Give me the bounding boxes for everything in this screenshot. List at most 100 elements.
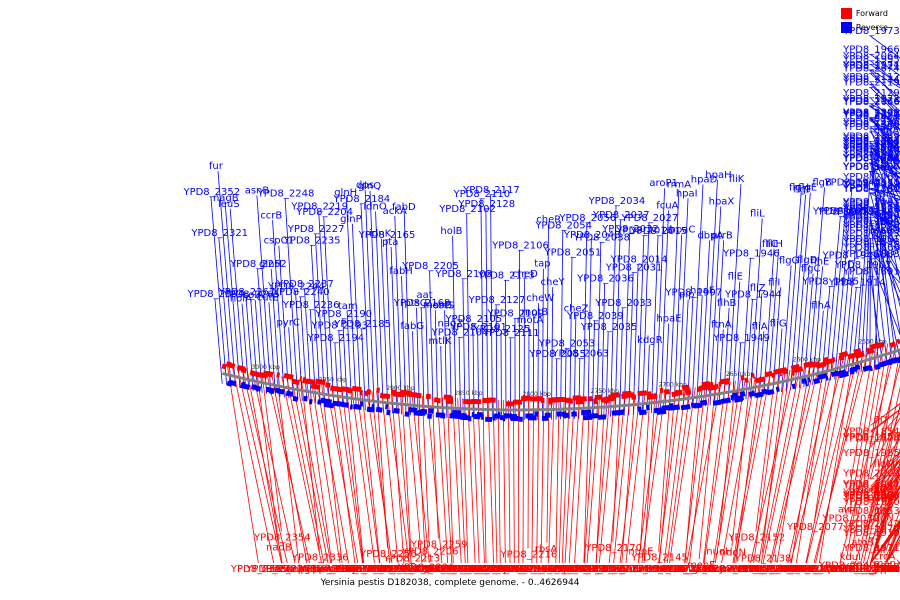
forward-gene-label[interactable]: YPD8_2086 bbox=[735, 564, 793, 575]
reverse-feature[interactable] bbox=[849, 366, 858, 373]
forward-feature[interactable] bbox=[310, 383, 321, 390]
forward-gene-label[interactable]: YPD8_2212 bbox=[546, 564, 604, 575]
forward-gene-label[interactable]: YPD8_1856 bbox=[842, 564, 900, 575]
reverse-gene-label[interactable]: YPD8_1903 bbox=[842, 228, 900, 239]
forward-feature[interactable] bbox=[611, 392, 621, 399]
forward-gene-label[interactable]: tnpA bbox=[874, 564, 898, 575]
forward-feature[interactable] bbox=[360, 390, 363, 396]
forward-gene-label[interactable]: nuoE bbox=[628, 547, 653, 558]
forward-feature[interactable] bbox=[513, 399, 522, 405]
forward-gene-label[interactable]: fliM bbox=[874, 564, 892, 575]
forward-gene-label[interactable]: YPD8_2382 bbox=[245, 564, 303, 575]
forward-feature[interactable] bbox=[659, 387, 664, 394]
forward-feature[interactable] bbox=[276, 372, 281, 378]
forward-gene-label[interactable]: celC bbox=[330, 564, 351, 575]
reverse-gene-label[interactable]: fliK bbox=[729, 174, 745, 185]
reverse-gene-label[interactable]: YPD8_2236 bbox=[282, 300, 340, 311]
forward-gene-label[interactable]: fliI bbox=[874, 545, 886, 556]
forward-gene-label[interactable]: crcA bbox=[874, 552, 896, 563]
reverse-gene-label[interactable]: YPD8_2119 bbox=[842, 78, 900, 89]
forward-gene-label[interactable]: YPD8_2144 bbox=[631, 564, 689, 575]
forward-gene-label[interactable]: rbsK2 bbox=[495, 564, 524, 575]
reverse-gene-label[interactable]: nagA bbox=[874, 125, 900, 136]
forward-gene-label[interactable]: menF bbox=[646, 564, 674, 575]
forward-feature[interactable] bbox=[488, 397, 496, 403]
reverse-gene-label[interactable]: YPD8_2110 bbox=[452, 189, 510, 200]
forward-gene-label[interactable]: YPD8_2011 bbox=[842, 564, 900, 575]
forward-gene-label[interactable]: YPD8_1924 bbox=[842, 564, 900, 575]
reverse-gene-label[interactable]: YPD8_2071 bbox=[842, 178, 900, 189]
reverse-gene-label[interactable]: aat bbox=[417, 290, 433, 301]
reverse-gene-label[interactable]: YPD8_2015 bbox=[630, 226, 688, 237]
forward-gene-label[interactable]: YPD8_2210 bbox=[513, 564, 571, 575]
forward-feature[interactable] bbox=[540, 397, 545, 403]
forward-feature[interactable] bbox=[351, 385, 362, 393]
forward-gene-label[interactable]: YPD8_2224 bbox=[559, 564, 617, 575]
reverse-gene-label[interactable]: YPD8_2204 bbox=[295, 207, 353, 218]
reverse-gene-label[interactable]: YPD8_1879 bbox=[842, 220, 900, 231]
forward-gene-label[interactable]: nuoI bbox=[703, 564, 725, 575]
reverse-gene-label[interactable]: uvrY bbox=[874, 137, 897, 148]
forward-gene-label[interactable]: YPD8_2153 bbox=[725, 564, 783, 575]
reverse-gene-label[interactable]: YPD8_1965 bbox=[801, 276, 859, 287]
forward-feature[interactable] bbox=[676, 389, 683, 396]
forward-gene-label[interactable]: fliD bbox=[874, 564, 891, 575]
forward-feature[interactable] bbox=[793, 366, 804, 373]
forward-feature[interactable] bbox=[770, 372, 775, 379]
forward-gene-label[interactable]: YPD8_2220 bbox=[439, 564, 497, 575]
forward-feature[interactable] bbox=[341, 386, 350, 393]
forward-gene-label[interactable]: YPD8_2020 bbox=[835, 564, 893, 575]
forward-gene-label[interactable]: fliG bbox=[874, 490, 891, 501]
reverse-gene-label[interactable]: tam bbox=[338, 301, 358, 312]
reverse-gene-label[interactable]: YPD8_2076 bbox=[842, 137, 900, 148]
forward-gene-label[interactable]: yntA bbox=[351, 564, 374, 575]
forward-gene-label[interactable]: YPD8_2232 bbox=[541, 564, 599, 575]
forward-feature[interactable] bbox=[854, 351, 865, 359]
reverse-feature[interactable] bbox=[269, 388, 275, 395]
reverse-feature[interactable] bbox=[855, 364, 861, 371]
forward-gene-label[interactable]: nuoH bbox=[706, 546, 732, 557]
forward-feature[interactable] bbox=[433, 397, 438, 403]
reverse-gene-label[interactable]: ftnA bbox=[711, 320, 732, 331]
forward-feature[interactable] bbox=[436, 397, 441, 404]
forward-gene-label[interactable]: YPD8_2209 bbox=[537, 564, 595, 575]
forward-feature[interactable] bbox=[283, 373, 294, 380]
reverse-gene-label[interactable]: pgsA bbox=[874, 114, 899, 125]
reverse-feature[interactable] bbox=[485, 416, 493, 422]
reverse-gene-label[interactable]: YPD8_2148 bbox=[842, 154, 900, 165]
reverse-gene-label[interactable]: hpaH bbox=[705, 170, 731, 181]
forward-gene-label[interactable]: YPD8_2319 bbox=[326, 564, 384, 575]
reverse-gene-label[interactable]: ackA bbox=[383, 206, 407, 217]
reverse-gene-label[interactable]: YPD8_2103 bbox=[434, 269, 492, 280]
forward-gene-label[interactable]: YPD8_1888 bbox=[842, 491, 900, 502]
forward-feature[interactable] bbox=[751, 373, 756, 379]
reverse-gene-label[interactable]: YPD8_2065 bbox=[842, 172, 900, 183]
reverse-gene-label[interactable]: YPD8_2064 bbox=[842, 51, 900, 62]
reverse-feature[interactable] bbox=[556, 411, 561, 417]
forward-gene-label[interactable]: YPD8_2303 bbox=[346, 564, 404, 575]
forward-gene-label[interactable]: YPD8_2253 bbox=[381, 564, 439, 575]
forward-gene-label[interactable]: YPD8_1855 bbox=[842, 564, 900, 575]
forward-feature[interactable] bbox=[815, 361, 827, 369]
forward-gene-label[interactable]: putA2 bbox=[868, 492, 898, 503]
reverse-gene-label[interactable]: YPD8_1949 bbox=[712, 333, 770, 344]
reverse-gene-label[interactable]: glnQ bbox=[358, 181, 381, 192]
reverse-gene-label[interactable]: YPD8_1997 bbox=[664, 287, 722, 298]
reverse-gene-label[interactable]: YPD8_1885 bbox=[842, 208, 900, 219]
reverse-feature[interactable] bbox=[292, 395, 299, 402]
forward-gene-label[interactable]: nuoJ bbox=[701, 564, 723, 575]
reverse-feature[interactable] bbox=[385, 404, 388, 410]
forward-gene-label[interactable]: YPD8_1900 bbox=[842, 497, 900, 508]
forward-gene-label[interactable]: YPD8_2178 bbox=[639, 564, 697, 575]
forward-gene-label[interactable]: YPD8_2041 bbox=[842, 479, 900, 490]
reverse-gene-label[interactable]: motB bbox=[521, 307, 548, 318]
forward-gene-label[interactable]: YPD8_2043 bbox=[842, 564, 900, 575]
forward-feature[interactable] bbox=[716, 383, 719, 389]
forward-gene-label[interactable]: YPD8_2300 bbox=[334, 564, 392, 575]
reverse-gene-label[interactable]: YPD8_1995 bbox=[842, 54, 900, 65]
reverse-gene-label[interactable]: ybtS bbox=[874, 190, 897, 201]
reverse-gene-label[interactable]: YPD8_2121 bbox=[842, 61, 900, 72]
forward-feature[interactable] bbox=[425, 393, 431, 400]
forward-gene-label[interactable]: YPD8_2138 bbox=[734, 554, 792, 565]
forward-feature[interactable] bbox=[463, 399, 473, 405]
